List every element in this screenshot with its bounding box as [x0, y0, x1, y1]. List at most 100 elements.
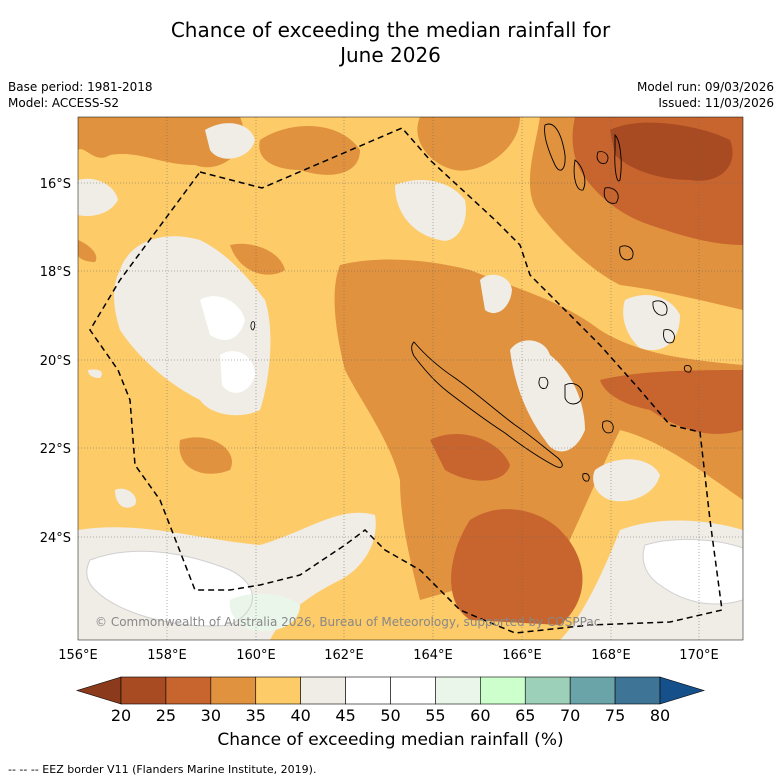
field-30-35-n — [259, 126, 360, 175]
new-caledonia-outline — [411, 341, 563, 468]
colorbar-swatch — [524, 676, 571, 705]
lon-label: 170°E — [679, 648, 719, 663]
colorbar-tick-label: 30 — [201, 706, 221, 725]
chesterfield-islands-outline — [250, 321, 256, 331]
field-30-35-edge — [78, 240, 97, 262]
base-period-text: Base period: 1981-2018 — [8, 80, 153, 94]
field-40-45-4 — [395, 180, 466, 241]
eez-footnote: -- -- -- EEZ border V11 (Flanders Marine… — [8, 763, 317, 776]
colorbar-swatch — [120, 676, 167, 705]
colorbar-swatch — [300, 676, 346, 705]
ambae-outline — [596, 151, 609, 164]
lat-label: 16°S — [40, 177, 71, 192]
lat-label: 18°S — [40, 265, 71, 280]
colorbar-tick-label: 20 — [111, 706, 131, 725]
field-40-45-7 — [623, 295, 680, 351]
meta-left: Base period: 1981-2018 Model: ACCESS-S2 — [8, 79, 153, 111]
field-40-45-1 — [78, 178, 118, 217]
field-25-30-s — [451, 509, 583, 625]
contour-line-se — [642, 538, 743, 605]
ambrym-outline — [603, 187, 619, 204]
colorbar-swatch — [435, 676, 481, 705]
isle-of-pines-outline — [582, 473, 590, 482]
colorbar-swatch — [210, 676, 257, 705]
lon-label: 156°E — [58, 648, 98, 663]
field-40-45-5 — [480, 274, 512, 314]
field-45-55-se — [643, 539, 743, 605]
colorbar-tick-label: 55 — [425, 706, 445, 725]
colorbar-tick-label: 45 — [335, 706, 355, 725]
colorbar-tick-label: 80 — [650, 706, 670, 725]
field-55-60 — [229, 593, 300, 632]
lon-label: 164°E — [413, 648, 453, 663]
field-30-35-w2 — [230, 243, 285, 275]
colorbar: 20 25 30 35 40 45 50 55 60 65 70 75 80 — [75, 676, 706, 725]
field-40-45-2 — [205, 123, 255, 159]
field-45-55-w — [200, 296, 245, 340]
colorbar-tick-label: 50 — [380, 706, 400, 725]
field-30-35-w — [179, 437, 232, 474]
lat-label: 20°S — [40, 354, 71, 369]
colorbar-tick-label: 60 — [470, 706, 490, 725]
lat-label: 24°S — [40, 531, 71, 546]
title-line-1: Chance of exceeding the median rainfall … — [170, 18, 611, 42]
contour-line-sw — [86, 550, 253, 627]
field-40-45-10 — [88, 369, 102, 378]
colorbar-title: Chance of exceeding median rainfall (%) — [217, 730, 564, 750]
tanna-outline — [663, 329, 675, 344]
lon-label: 162°E — [324, 648, 364, 663]
aneityum-outline — [683, 365, 692, 373]
field-45-55-sw — [86, 551, 253, 626]
lon-label: 160°E — [236, 648, 276, 663]
colorbar-under-arrow — [75, 676, 122, 705]
espiritu-santo-outline — [544, 123, 566, 171]
colorbar-swatch — [255, 676, 301, 705]
graticule — [78, 117, 743, 640]
lifou-outline — [564, 383, 583, 405]
field-30-35-n2 — [417, 117, 520, 171]
field-40-45-6 — [510, 340, 585, 452]
field-25-30-c — [430, 434, 510, 481]
colorbar-tick-label: 25 — [156, 706, 176, 725]
colorbar-tick-label: 35 — [246, 706, 266, 725]
model-run-text: Model run: 09/03/2026 — [636, 80, 774, 94]
meta-right: Model run: 09/03/2026 Issued: 11/03/2026 — [637, 79, 774, 111]
lon-label: 158°E — [147, 648, 187, 663]
field-30-35-nw — [78, 117, 244, 168]
field-40-45-9 — [115, 488, 136, 508]
lon-labels: 156°E 158°E 160°E 162°E 164°E 166°E 168°… — [58, 648, 719, 663]
efate-outline — [619, 245, 634, 261]
colorbar-swatch — [569, 676, 616, 705]
map-field: © Commonwealth of Australia 2026, Bureau… — [78, 117, 743, 640]
chart-title: Chance of exceeding the median rainfall … — [0, 18, 781, 68]
erromango-outline — [652, 300, 668, 316]
copyright-text: © Commonwealth of Australia 2026, Bureau… — [95, 615, 600, 629]
colorbar-swatch — [390, 676, 436, 705]
eez-border — [89, 127, 723, 634]
colorbar-over-arrow — [659, 676, 706, 705]
ouvea-outline — [538, 376, 549, 389]
colorbar-swatch — [614, 676, 661, 705]
title-line-2: June 2026 — [340, 43, 441, 67]
field-45-55-w2 — [220, 351, 255, 393]
colorbar-tick-label: 70 — [560, 706, 580, 725]
colorbar-swatch — [480, 676, 526, 705]
colorbar-swatch — [345, 676, 391, 705]
colorbar-tick-label: 40 — [290, 706, 310, 725]
lat-label: 22°S — [40, 442, 71, 457]
colorbar-tick-label: 75 — [605, 706, 625, 725]
lon-label: 166°E — [502, 648, 542, 663]
issued-text: Issued: 11/03/2026 — [658, 96, 774, 110]
colorbar-tick-label: 65 — [515, 706, 535, 725]
lat-labels: 16°S 18°S 20°S 22°S 24°S — [40, 177, 71, 546]
malakula-outline — [573, 159, 586, 191]
map-frame — [77, 116, 744, 641]
field-20-25-ne — [610, 122, 733, 181]
mare-outline — [602, 420, 614, 434]
model-text: Model: ACCESS-S2 — [8, 96, 120, 110]
field-25-30-e — [600, 370, 743, 434]
field-40-45-8 — [593, 459, 660, 502]
colorbar-swatch — [165, 676, 212, 705]
lon-label: 168°E — [591, 648, 631, 663]
